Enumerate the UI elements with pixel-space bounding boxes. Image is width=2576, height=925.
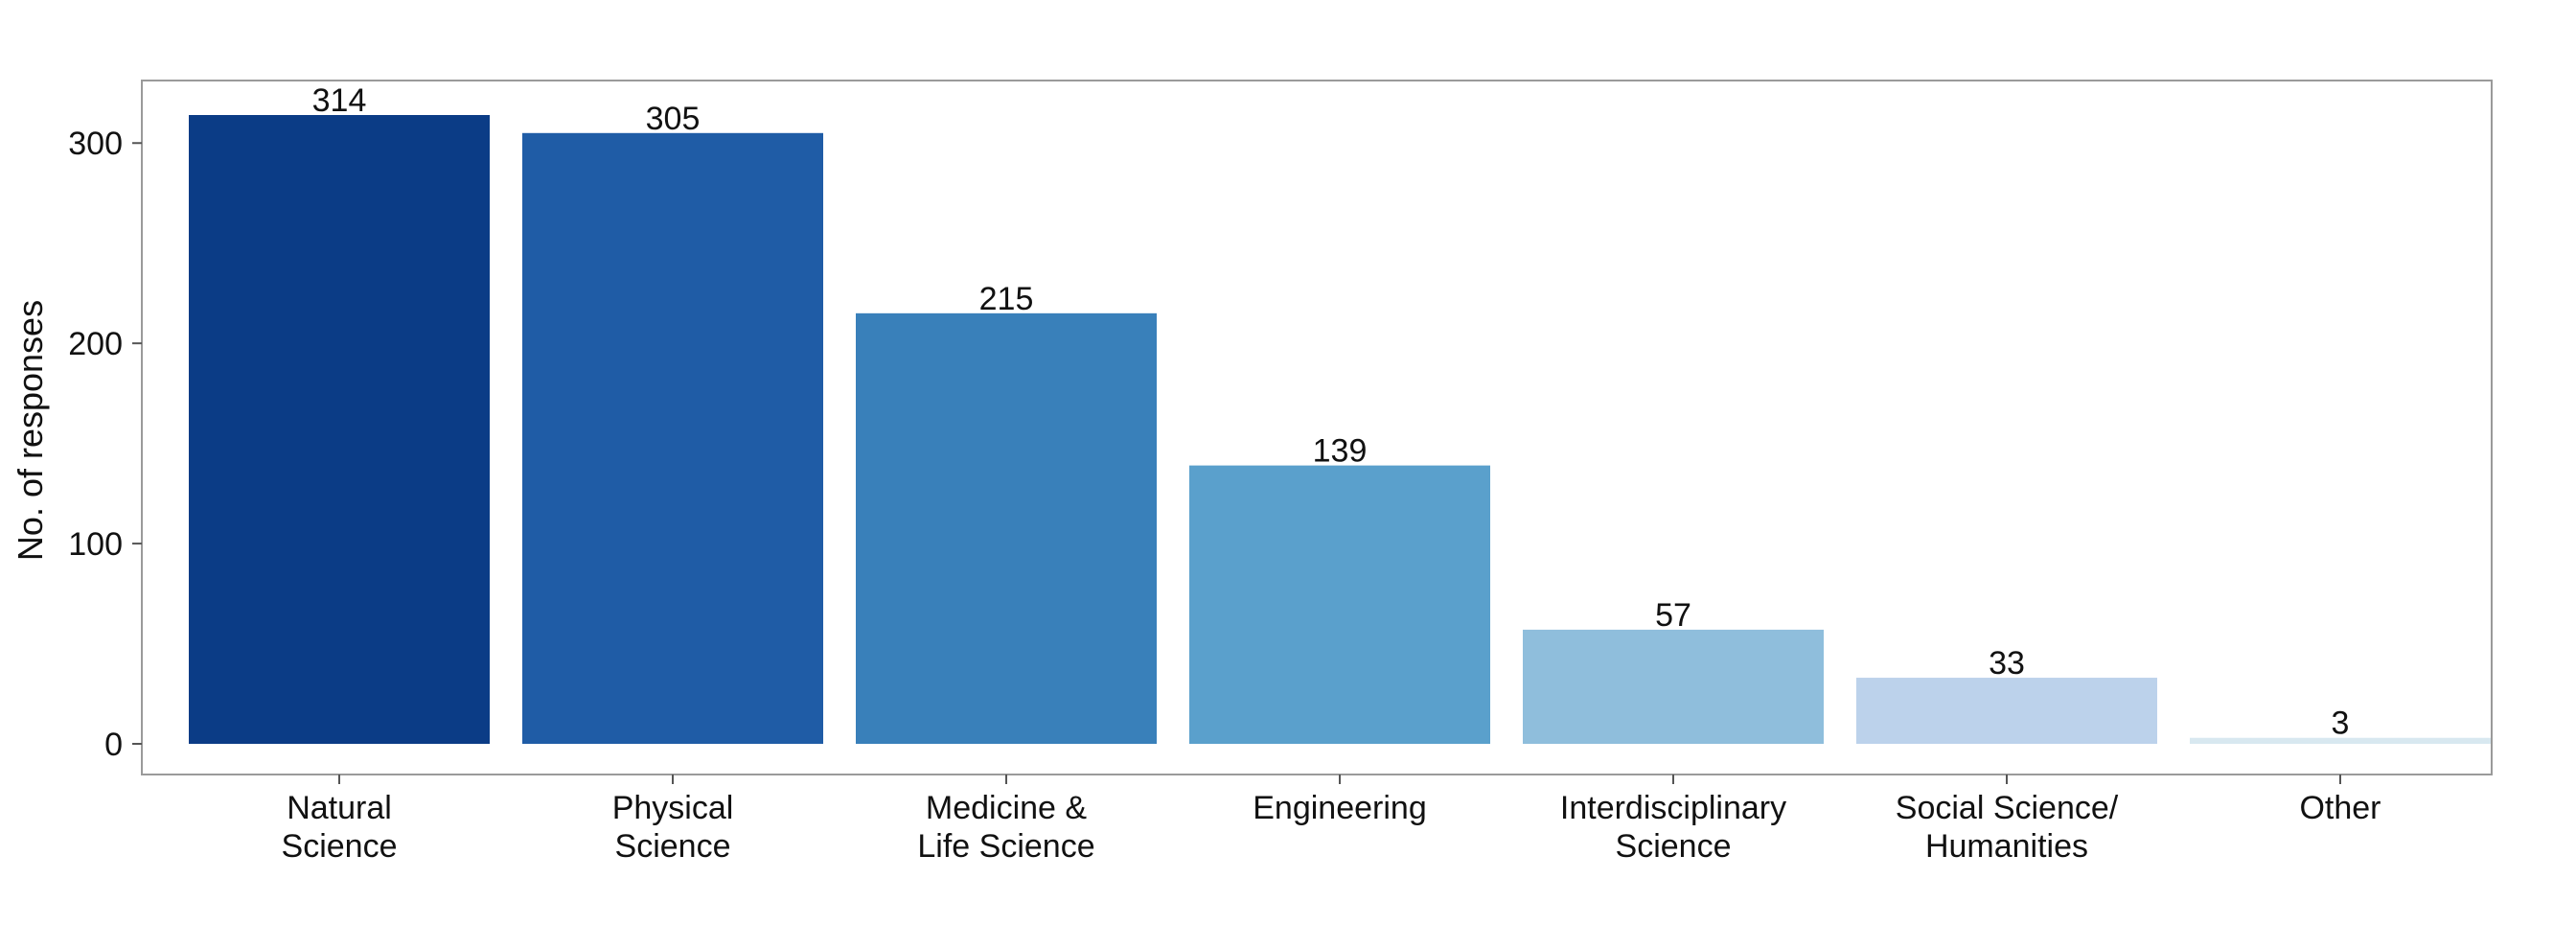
- bar-value-label: 57: [1655, 597, 1691, 634]
- y-tick-label: 200: [68, 326, 123, 362]
- x-tick-label: Interdisciplinary: [1560, 790, 1786, 826]
- bar-value-label: 314: [312, 82, 367, 119]
- bar-value-label: 33: [1989, 645, 2025, 682]
- plot-area: 0100200300314NaturalScience305PhysicalSc…: [68, 80, 2493, 865]
- plot-panel-border: [141, 80, 2493, 775]
- bar: [522, 132, 823, 744]
- x-tick-label: Humanities: [1925, 828, 2088, 865]
- y-tick-label: 300: [68, 126, 123, 162]
- bar-value-label: 305: [646, 101, 701, 137]
- x-tick-label: Science: [1616, 828, 1732, 865]
- x-tick-label: Science: [615, 828, 731, 865]
- bar: [1523, 629, 1824, 744]
- bar: [1189, 465, 1490, 744]
- bar-value-label: 3: [2332, 705, 2350, 742]
- x-tick-label: Physical: [612, 790, 734, 826]
- x-tick-label: Engineering: [1253, 790, 1426, 826]
- bar: [2190, 737, 2491, 744]
- x-tick-label: Other: [2299, 790, 2380, 826]
- x-tick-label: Life Science: [917, 828, 1094, 865]
- bar: [1856, 678, 2157, 744]
- x-tick-label: Social Science/: [1896, 790, 2119, 826]
- y-tick-label: 0: [104, 727, 123, 763]
- y-axis-title: No. of responses: [11, 300, 50, 561]
- bar-value-label: 215: [979, 281, 1034, 317]
- bar: [856, 312, 1157, 744]
- x-tick-label: Medicine &: [926, 790, 1088, 826]
- bar: [189, 115, 490, 744]
- x-tick-label: Science: [282, 828, 398, 865]
- x-tick-label: Natural: [287, 790, 392, 826]
- bar-value-label: 139: [1313, 433, 1368, 470]
- y-tick-label: 100: [68, 526, 123, 563]
